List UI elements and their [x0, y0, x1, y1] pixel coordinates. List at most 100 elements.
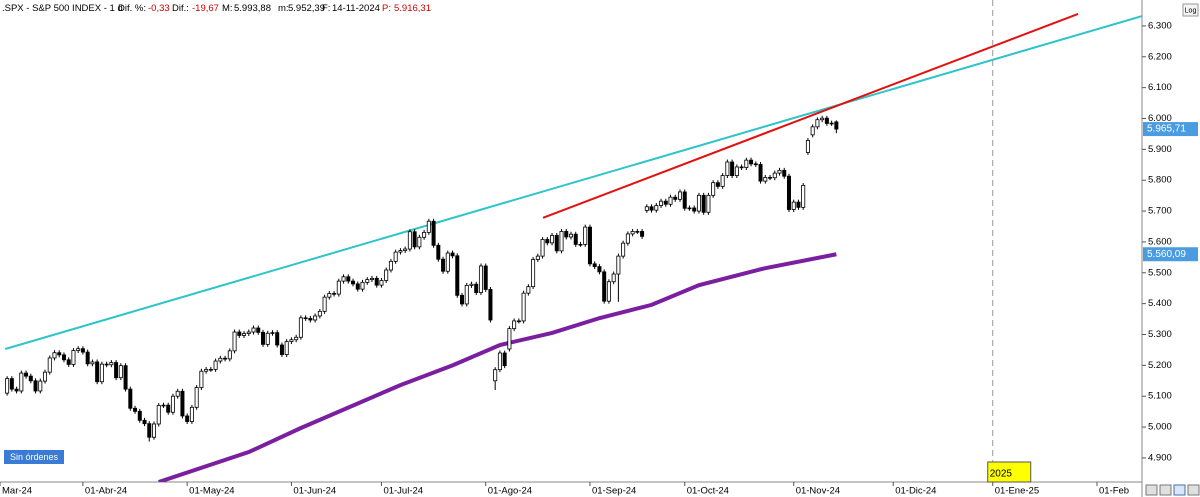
candle-body — [109, 362, 114, 366]
candle-body — [441, 258, 446, 272]
candle-body — [38, 380, 43, 392]
candle-body — [303, 317, 308, 320]
x-tick-label: Mar-24 — [2, 486, 32, 497]
candle-body — [33, 380, 38, 392]
candle-body — [346, 276, 351, 282]
candle-body — [322, 296, 327, 312]
x-tick-label: 01-Oct-24 — [687, 486, 729, 497]
x-tick-label: 01-Nov-24 — [796, 486, 840, 497]
x-tick-label: 01-Sep-24 — [592, 486, 636, 497]
candle-body — [829, 122, 834, 125]
candle-body — [592, 263, 597, 268]
candle-body — [99, 363, 104, 383]
min-label: m: — [278, 3, 289, 14]
candle-body — [725, 161, 730, 176]
candle-body — [19, 372, 24, 392]
y-tick-label: 6.300 — [1148, 20, 1172, 31]
candle-body — [531, 259, 536, 288]
candle-body — [204, 368, 209, 372]
window-buttons — [1145, 484, 1200, 496]
y-tick-label: 5.800 — [1148, 175, 1172, 186]
candle-body — [573, 233, 578, 245]
candle-body — [644, 206, 649, 211]
price: 5.916,31 — [394, 3, 431, 14]
x-tick-label: 01-Abr-24 — [85, 486, 127, 497]
candle-body — [275, 332, 280, 346]
candle-body — [450, 252, 455, 257]
price-label: P: — [382, 3, 391, 14]
candle-body — [545, 239, 550, 244]
candle-body — [659, 200, 664, 206]
candle-body — [170, 395, 175, 413]
candle-body — [507, 328, 512, 350]
candle-body — [502, 352, 507, 367]
button[interactable] — [1159, 484, 1172, 496]
candle-body — [493, 369, 498, 382]
log-button[interactable] — [1182, 3, 1199, 17]
candle-body — [180, 390, 185, 417]
candle-body — [327, 293, 332, 298]
candle-body — [436, 244, 441, 260]
candle-body — [578, 243, 583, 246]
candle-body — [692, 207, 697, 212]
candle-body — [753, 163, 758, 166]
button[interactable] — [1145, 484, 1158, 496]
candle-body — [749, 159, 754, 165]
candle-body — [455, 255, 460, 296]
candle-body — [744, 159, 749, 168]
candle-body — [185, 415, 190, 422]
ma-value-box — [1143, 247, 1198, 262]
candle-body — [673, 196, 678, 200]
candle-body — [123, 365, 128, 390]
plot-area — [4, 12, 1142, 482]
candle-body — [734, 166, 739, 176]
candle-body — [256, 327, 261, 333]
candle-body — [417, 236, 422, 248]
candle-body — [677, 191, 682, 200]
button[interactable] — [1187, 484, 1200, 496]
candle-body — [355, 283, 360, 290]
candle-body — [90, 361, 95, 365]
candle-body — [630, 231, 635, 235]
x-tick-label: 01-Jun-24 — [293, 486, 336, 497]
max: 5.993,88 — [234, 3, 271, 14]
x-tick-label: 01-May-24 — [189, 486, 234, 497]
orders-badge-label[interactable]: Sin órdenes — [10, 452, 59, 462]
candle-body — [616, 255, 621, 275]
candle-body — [597, 266, 602, 273]
candle-body — [393, 251, 398, 262]
moving-average — [158, 252, 837, 482]
candle-body — [95, 361, 100, 383]
candle-body — [611, 273, 616, 283]
x-tick-label: 01-Feb — [1099, 486, 1129, 497]
candle-body — [758, 164, 763, 182]
candle-body — [384, 269, 389, 281]
x-tick-label: 01-Ene-25 — [995, 486, 1039, 497]
y-tick-label: 6.100 — [1148, 82, 1172, 93]
button[interactable] — [1173, 484, 1186, 496]
candle-body — [14, 388, 19, 392]
candle-body — [85, 351, 90, 365]
candle-body — [24, 372, 29, 377]
ma-value-label: 5.560,09 — [1147, 249, 1186, 260]
max-label: M: — [222, 3, 233, 14]
candle-body — [104, 363, 109, 366]
log-button-label[interactable]: Log — [1185, 7, 1197, 14]
candle-body — [251, 327, 256, 333]
candle-body — [43, 371, 48, 382]
candle-body — [189, 406, 194, 422]
orders-badge[interactable] — [4, 450, 64, 464]
candle-body — [834, 121, 839, 130]
candle-body — [152, 423, 157, 438]
candle-body — [801, 185, 806, 208]
candle-body — [175, 390, 180, 397]
candle-body — [768, 177, 773, 179]
candle-body — [237, 331, 242, 336]
symbol: .SPX - S&P 500 INDEX - 1 d — [2, 3, 123, 14]
candle-body — [668, 196, 673, 205]
header: .SPX - S&P 500 INDEX - 1 d Dif. %: -0,33… — [2, 3, 431, 14]
candle-body — [336, 280, 341, 295]
candle-body — [474, 283, 479, 293]
candle-body — [483, 265, 488, 290]
